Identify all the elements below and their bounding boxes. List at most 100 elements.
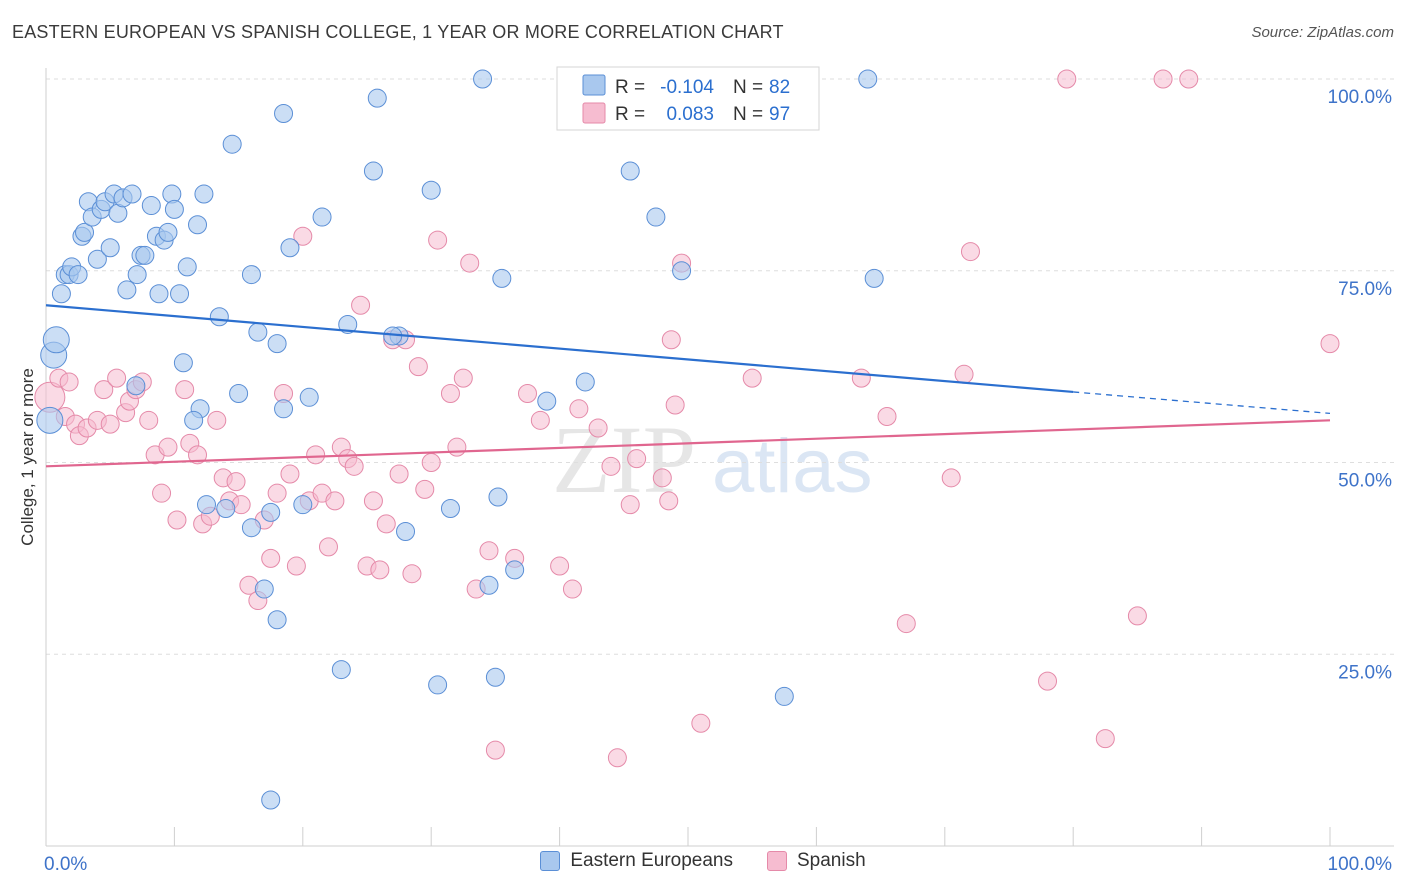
eastern-european-point-42 [280, 238, 300, 258]
spanish-point-81 [665, 395, 685, 415]
eastern-european-point-81 [537, 391, 557, 411]
eastern-european-point-55 [858, 69, 878, 89]
y-axis-label: College, 1 year or more [18, 368, 37, 546]
y-tick-label-3: 100.0% [1328, 87, 1393, 108]
spanish-point-56 [408, 357, 428, 377]
spanish-point-71 [562, 579, 582, 599]
spanish-point-33 [261, 548, 281, 568]
spanish-point-77 [627, 449, 647, 469]
spanish-point-49 [363, 491, 383, 511]
spanish-trend-line [45, 419, 1331, 468]
spanish-point-50 [370, 560, 390, 580]
eastern-european-point-68 [267, 610, 287, 630]
y-tick-label-0: 25.0% [1338, 662, 1392, 683]
gridlines [46, 78, 1394, 655]
eastern-european-point-38 [241, 265, 261, 285]
spanish-point-95 [1153, 69, 1173, 89]
eastern-european-point-12 [87, 249, 107, 269]
legend-swatch-pink [582, 102, 606, 124]
legend-swatch-spanish [767, 851, 787, 871]
eastern-european-point-53 [646, 207, 666, 227]
spanish-point-60 [440, 383, 460, 403]
eastern-european-point-61 [299, 387, 319, 407]
legend-label-eastern-europeans: Eastern Europeans [570, 850, 733, 871]
spanish-point-34 [267, 483, 287, 503]
eastern-european-point-37 [222, 134, 242, 154]
spanish-point-47 [351, 295, 371, 315]
eastern-european-point-77 [505, 560, 525, 580]
eastern-european-point-15 [100, 238, 120, 258]
spanish-point-83 [691, 713, 711, 733]
eastern-european-point-54 [672, 261, 692, 281]
legend-item-spanish[interactable]: Spanish [767, 850, 866, 872]
spanish-point-36 [280, 464, 300, 484]
eastern-european-point-26 [149, 284, 169, 304]
legend-n-value-2: 97 [769, 104, 790, 125]
spanish-point-73 [588, 418, 608, 438]
spanish-point-68 [518, 383, 537, 403]
eastern-european-point-59 [184, 410, 204, 430]
legend-r-label-2: R = [615, 104, 645, 125]
eastern-european-point-63 [197, 495, 216, 515]
eastern-european-point-70 [331, 660, 351, 680]
spanish-point-90 [960, 242, 980, 262]
eastern-european-point-49 [473, 69, 493, 89]
eastern-european-point-60 [274, 399, 294, 419]
legend-item-eastern-europeans[interactable]: Eastern Europeans [540, 850, 733, 872]
legend-swatch-blue [582, 74, 606, 96]
eastern-european-point-9 [75, 222, 95, 242]
axes [45, 68, 1394, 847]
eastern-european-point-33 [177, 257, 197, 277]
x-tick-label-1: 100.0% [1328, 854, 1393, 875]
eastern-european-point-19 [117, 280, 137, 300]
eastern-european-point-65 [241, 518, 261, 538]
spanish-point-15 [139, 410, 159, 430]
eastern-european-point-57 [229, 383, 249, 403]
spanish-point-40 [306, 445, 326, 465]
spanish-point-87 [896, 614, 916, 634]
eastern-european-point-48 [421, 180, 441, 200]
spanish-point-19 [167, 510, 187, 530]
spanish-point-58 [421, 453, 441, 472]
eastern-european-point-64 [216, 499, 236, 519]
spanish-point-43 [325, 491, 345, 511]
spanish-point-61 [447, 437, 467, 457]
eastern-european-point-39 [248, 322, 268, 342]
legend-r-label-1: R = [615, 77, 645, 98]
eastern-european-point-20 [122, 184, 142, 204]
spanish-point-92 [1057, 69, 1077, 89]
eastern-european-point-36 [209, 307, 229, 327]
eastern-european-point-31 [170, 284, 190, 304]
eastern-european-point-52 [620, 161, 640, 181]
spanish-point-59 [428, 230, 448, 250]
eastern-european-point-78 [774, 686, 794, 706]
spanish-point-88 [941, 468, 961, 488]
spanish-point-91 [1038, 671, 1058, 691]
legend-n-label-1: N = [733, 77, 763, 98]
y-tick-label-1: 50.0% [1338, 471, 1392, 492]
spanish-point-96 [1179, 69, 1199, 89]
eastern-european-point-40 [267, 334, 287, 354]
eastern-european-point-74 [479, 575, 499, 595]
eastern-european-point-21 [127, 265, 147, 285]
spanish-point-57 [415, 479, 435, 499]
spanish-point-86 [877, 406, 897, 426]
spanish-point-66 [485, 740, 505, 760]
eastern-european-point-7 [68, 265, 88, 285]
eastern-european-point-0 [36, 406, 64, 434]
eastern-european-trend-extension [1073, 391, 1331, 415]
spanish-point-18 [158, 437, 178, 457]
spanish-point-62 [453, 368, 473, 388]
eastern-european-point-67 [261, 502, 281, 522]
tick-labels: 25.0% 50.0% 75.0% 100.0% 0.0% 100.0% [44, 87, 1392, 875]
spanish-point-17 [152, 483, 172, 503]
eastern-european-point-24 [141, 196, 161, 216]
legend-swatch-eastern-europeans [540, 851, 561, 871]
legend-top: R = -0.104 N = 82 R = 0.083 N = 97 [556, 66, 820, 131]
spanish-point-69 [530, 410, 550, 430]
spanish-point-42 [318, 537, 338, 557]
eastern-european-point-72 [440, 499, 460, 519]
legend-label-spanish: Spanish [797, 850, 866, 871]
trend-lines [45, 304, 1331, 468]
